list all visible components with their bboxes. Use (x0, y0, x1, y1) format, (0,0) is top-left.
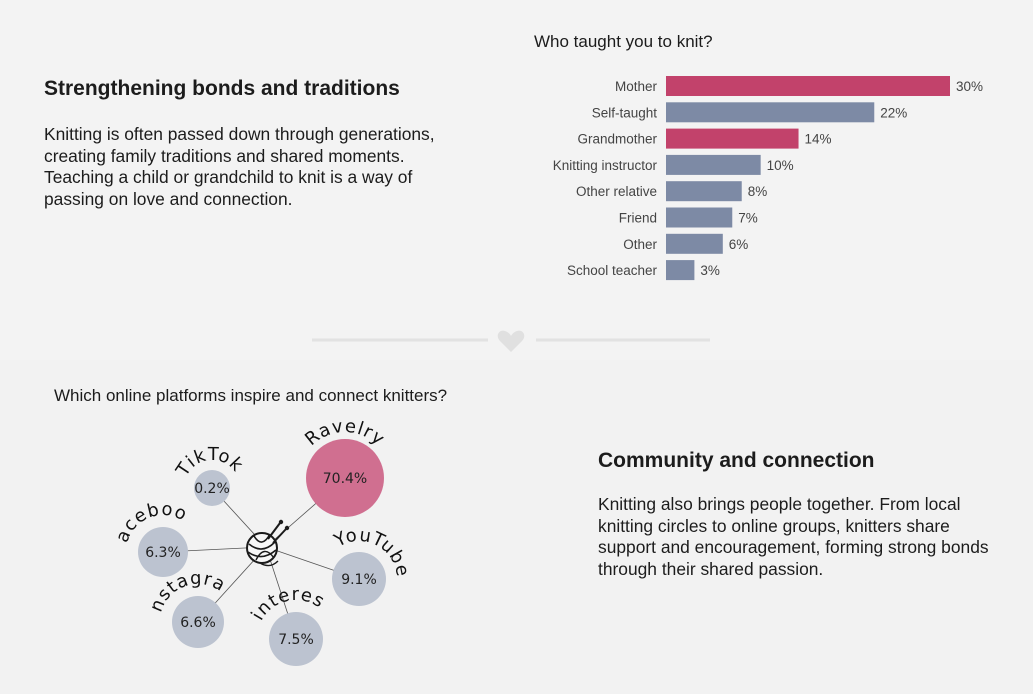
top-panel (0, 0, 1033, 360)
bar-chart: Mother 30% Self-taught 22% Grandmother 14% Kni… (553, 76, 983, 281)
bar-value-label: 6% (729, 237, 749, 252)
bar (666, 128, 799, 149)
bar-value-label: 22% (880, 105, 907, 120)
bar-value-label: 14% (805, 132, 832, 147)
platform-value-label: 7.5% (278, 632, 314, 648)
platform-bubble (332, 552, 386, 606)
network-chart: 70.4%Ravelry0.2%TikTok6.3%Facebook9.1%Yo… (100, 410, 412, 666)
bar-category-label: Grandmother (577, 132, 657, 147)
bar (666, 102, 875, 123)
bar-category-label: School teacher (567, 263, 658, 278)
network-chart-title: Which online platforms inspire and conne… (54, 386, 448, 405)
bar-value-label: 3% (700, 263, 720, 278)
bar-category-label: Friend (619, 211, 657, 226)
bonds-body-text: Knitting is often passed down through ge… (44, 124, 435, 210)
heart-icon (497, 330, 525, 352)
bar (666, 181, 742, 202)
platform-bubble (172, 596, 224, 648)
platform-bubble (269, 612, 323, 666)
bonds-heading: Strengthening bonds and traditions (44, 77, 400, 100)
bar-value-label: 30% (956, 79, 983, 94)
platform-name-label: Facebook (100, 410, 191, 545)
bar (666, 76, 950, 96)
bar-chart-title: Who taught you to knit? (534, 32, 713, 51)
bar (666, 260, 695, 281)
bar-value-label: 10% (767, 158, 794, 173)
section-divider (312, 330, 710, 352)
platform-value-label: 70.4% (323, 471, 367, 487)
yarn-ball-icon (246, 519, 290, 567)
bar-value-label: 8% (748, 184, 768, 199)
bar-category-label: Knitting instructor (553, 158, 658, 173)
bar-category-label: Other relative (576, 184, 657, 199)
bar-category-label: Mother (615, 79, 658, 94)
platform-bubble (194, 470, 230, 506)
bar (666, 154, 761, 175)
bar (666, 207, 733, 228)
bar-category-label: Other (623, 237, 657, 252)
bar-category-label: Self-taught (592, 105, 658, 120)
platform-bubble (138, 527, 188, 577)
platform-value-label: 9.1% (341, 572, 377, 588)
platform-value-label: 0.2% (194, 481, 230, 497)
community-body-text: Knitting also brings people together. Fr… (598, 494, 989, 580)
platform-value-label: 6.6% (180, 615, 216, 631)
bar-value-label: 7% (738, 211, 758, 226)
platform-value-label: 6.3% (145, 545, 181, 561)
bar (666, 233, 723, 254)
community-heading: Community and connection (598, 449, 875, 472)
bottom-panel (0, 360, 1033, 694)
platform-bubble (306, 439, 384, 517)
